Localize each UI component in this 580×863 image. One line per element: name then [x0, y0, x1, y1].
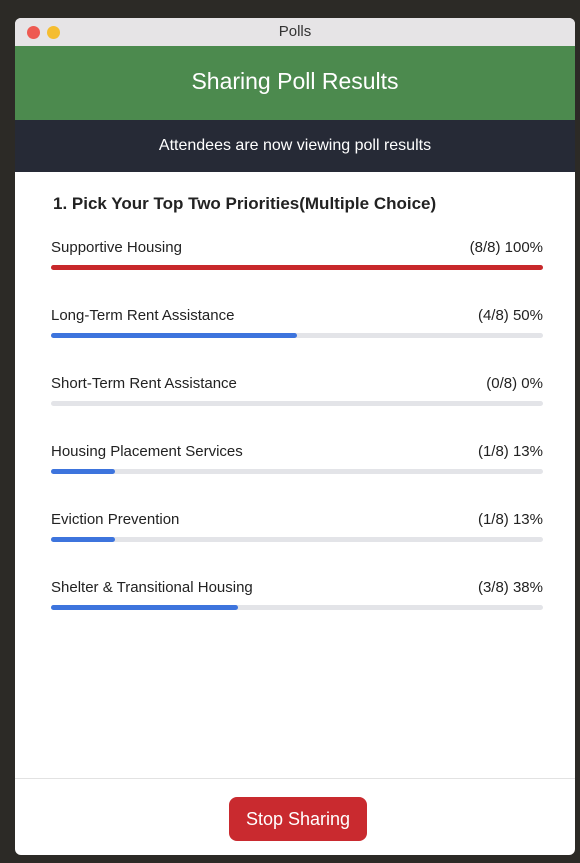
window-title: Polls: [279, 23, 312, 40]
result-track: [51, 265, 543, 270]
option-result: (3/8) 38%: [478, 579, 543, 596]
result-bar: [51, 265, 543, 270]
footer: Stop Sharing: [15, 778, 575, 855]
option-label: Housing Placement Services: [51, 443, 243, 460]
option-result: (0/8) 0%: [486, 375, 543, 392]
banner-text: Attendees are now viewing poll results: [159, 137, 431, 154]
option-label: Long-Term Rent Assistance: [51, 307, 234, 324]
option-result: (4/8) 50%: [478, 307, 543, 324]
option-label: Shelter & Transitional Housing: [51, 579, 253, 596]
option-label: Short-Term Rent Assistance: [51, 375, 237, 392]
title-bar: Polls: [15, 18, 575, 46]
option-label: Eviction Prevention: [51, 511, 179, 528]
option-result: (8/8) 100%: [470, 239, 543, 256]
result-track: [51, 333, 543, 338]
result-bar: [51, 537, 115, 542]
question: 1. Pick Your Top Two Priorities(Multiple…: [53, 194, 436, 214]
option-result: (1/8) 13%: [478, 511, 543, 528]
screen: Polls Sharing Poll Results Attendees are…: [0, 0, 580, 863]
result-track: [51, 401, 543, 406]
result-bar: [51, 469, 115, 474]
header: Sharing Poll Results: [15, 46, 575, 120]
poll-window: Polls Sharing Poll Results Attendees are…: [15, 18, 575, 855]
close-button[interactable]: [27, 26, 40, 39]
poll-option: Long-Term Rent Assistance (4/8) 50%: [51, 307, 543, 367]
poll-option: Eviction Prevention (1/8) 13%: [51, 511, 543, 571]
header-title: Sharing Poll Results: [191, 68, 398, 94]
option-result: (1/8) 13%: [478, 443, 543, 460]
minimize-button[interactable]: [47, 26, 60, 39]
result-track: [51, 537, 543, 542]
result-bar: [51, 605, 238, 610]
result-track: [51, 605, 543, 610]
poll-option: Shelter & Transitional Housing (3/8) 38%: [51, 579, 543, 639]
stop-sharing-button[interactable]: Stop Sharing: [229, 797, 367, 841]
option-label: Supportive Housing: [51, 239, 182, 256]
poll-option: Housing Placement Services (1/8) 13%: [51, 443, 543, 503]
banner: Attendees are now viewing poll results: [15, 120, 575, 172]
result-track: [51, 469, 543, 474]
poll-option: Supportive Housing (8/8) 100%: [51, 239, 543, 299]
result-bar: [51, 333, 297, 338]
poll-option: Short-Term Rent Assistance (0/8) 0%: [51, 375, 543, 435]
